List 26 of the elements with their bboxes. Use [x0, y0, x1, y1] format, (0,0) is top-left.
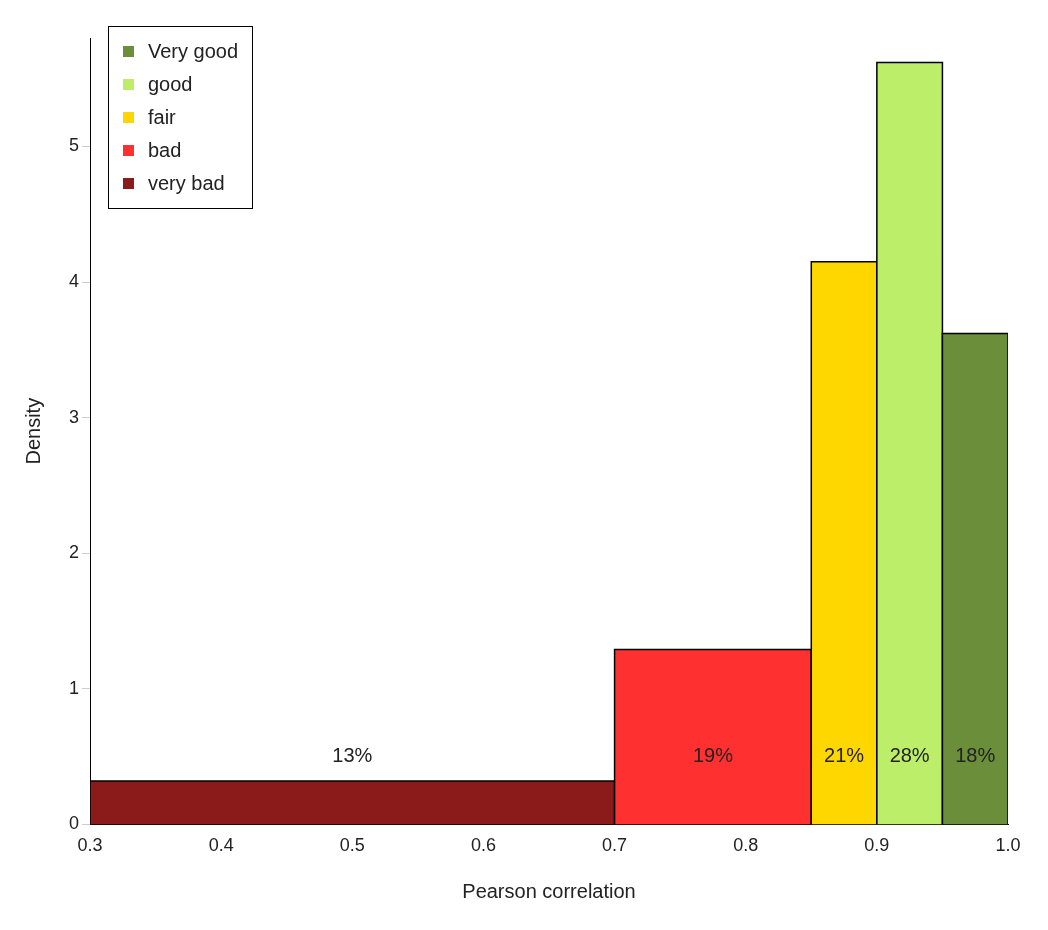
annotation: 21%: [824, 743, 865, 766]
legend-label: fair: [148, 105, 176, 130]
x-tick-label: 0.6: [470, 835, 496, 856]
x-tick-label: 0.7: [602, 835, 628, 856]
x-tick-label: 0.5: [339, 835, 365, 856]
legend-label: good: [148, 72, 193, 97]
annotation: 19%: [692, 743, 734, 766]
x-tick-label: 0.9: [864, 835, 890, 856]
y-tick-label: 5: [69, 135, 80, 156]
legend-label: very bad: [148, 171, 225, 196]
y-tick-label: 2: [69, 542, 80, 563]
legend-label: bad: [148, 138, 182, 163]
x-axis-title: Pearson correlation: [462, 879, 636, 902]
annotation: 18%: [955, 743, 996, 766]
y-tick-label: 1: [69, 677, 80, 698]
y-tick-label: 3: [69, 406, 80, 427]
annotation: 28%: [889, 743, 930, 766]
x-tick-label: 0.3: [77, 835, 103, 856]
x-tick-label: 1.0: [995, 835, 1021, 856]
x-tick-label: 0.8: [733, 835, 759, 856]
x-tick-label: 0.4: [208, 835, 234, 856]
y-tick-label: 4: [69, 271, 80, 292]
y-tick-label: 0: [69, 813, 80, 834]
legend-label: Very good: [148, 39, 239, 64]
annotation: 13%: [332, 743, 373, 766]
y-axis-title: Density: [21, 397, 44, 465]
